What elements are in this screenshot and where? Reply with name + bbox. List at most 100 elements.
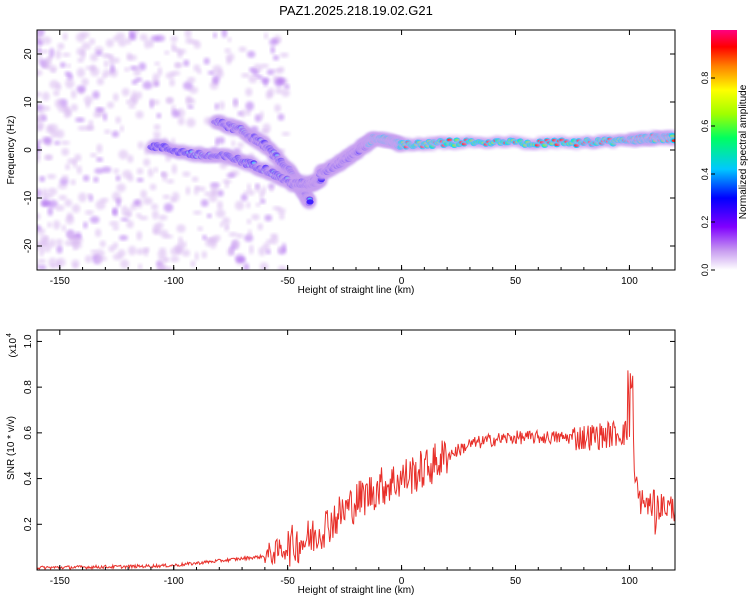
spectrogram-noise-blob	[64, 71, 72, 77]
spectrogram-noise-blob	[227, 37, 232, 43]
y-tick-label: 0.2	[23, 517, 34, 531]
y-tick-label: 20	[23, 48, 34, 60]
spectrogram-noise-blob	[238, 46, 247, 53]
spectrogram-noise-blob	[54, 140, 61, 146]
spectrogram-noise-blob	[270, 45, 276, 54]
spectrogram-noise-blob	[99, 240, 106, 248]
spectrogram-noise-blob	[61, 52, 71, 57]
colorbar: 0.0 0.2 0.4 0.6 0.8 Normalized spectral ampl…	[700, 30, 749, 276]
spectrogram-noise-blob	[95, 50, 103, 56]
spectrogram-noise-blob	[47, 206, 53, 216]
spectrogram-noise-blob	[217, 136, 225, 145]
spectrogram-noise-blob	[49, 238, 56, 248]
spectrogram-noise-blob	[143, 39, 152, 49]
spectrogram-noise-blob	[127, 54, 137, 61]
spectrogram-noise-blob	[277, 113, 285, 121]
spectrogram-noise-blob	[37, 224, 42, 231]
y-tick-label: 10	[23, 96, 34, 108]
spectrogram-noise-blob	[77, 57, 84, 63]
spectrogram-noise-blob	[121, 205, 128, 216]
spectrogram-noise-blob	[197, 69, 202, 75]
spectrogram-noise-blob	[81, 78, 89, 86]
spectrogram-noise-blob	[76, 85, 86, 93]
spectrogram-noise-blob	[277, 265, 287, 270]
spectrogram-noise-blob	[37, 258, 47, 264]
spectrogram-noise-blob	[241, 109, 246, 118]
spectrogram-noise-blob	[152, 228, 163, 235]
spectrogram-noise-blob	[186, 117, 196, 128]
spectrogram-noise-blob	[95, 199, 106, 210]
spectrogram-noise-blob	[62, 32, 68, 41]
spectrogram-noise-blob	[66, 212, 73, 221]
spectrogram-noise-blob	[63, 108, 71, 119]
y-tick-label: -10	[23, 190, 34, 205]
spectrogram-noise-blob	[279, 52, 289, 58]
spectrogram-noise-blob	[76, 165, 82, 175]
spectrogram-noise-blob	[78, 192, 87, 203]
spectrogram-noise-blob	[136, 213, 142, 218]
spectrogram-noise-blob	[38, 246, 47, 253]
snr-yscale-base: (x10	[8, 338, 19, 358]
spectrogram-noise-blob	[272, 205, 282, 211]
spectrogram-noise-blob	[102, 112, 108, 122]
colorbar-tick-label: 0.2	[700, 216, 710, 229]
spectrogram-noise-blob	[134, 30, 139, 35]
spectrogram-noise-blob	[143, 158, 151, 167]
x-tick-label: -150	[50, 276, 70, 287]
spectrogram-noise-blob	[154, 61, 161, 66]
spectrogram-noise-blob	[65, 78, 75, 89]
spectrogram-noise-blob	[284, 84, 290, 90]
spectrogram-noise-blob	[149, 183, 157, 191]
spectrogram-noise-blob	[248, 75, 258, 84]
spectrogram-noise-blob	[236, 233, 244, 239]
spectrogram-noise-blob	[245, 101, 254, 111]
spectrogram-noise-blob	[219, 101, 225, 110]
spectrogram-noise-blob	[37, 188, 42, 198]
spectrogram-noise-blob	[221, 30, 228, 38]
spectrogram-noise-blob	[246, 218, 252, 225]
spectrogram-noise-blob	[212, 75, 220, 85]
spectrogram-noise-blob	[37, 47, 42, 53]
spectrogram-noise-blob	[226, 57, 232, 65]
spectrogram-noise-blob	[101, 166, 112, 173]
spectrogram-noise-blob	[170, 197, 176, 203]
spectrogram-noise-blob	[72, 158, 78, 169]
spectrogram-noise-blob	[96, 77, 105, 86]
spectrogram-noise-blob	[183, 59, 190, 67]
spectrogram-noise-blob	[274, 104, 282, 113]
spectrogram-noise-blob	[157, 251, 167, 257]
spectrogram-noise-blob	[231, 140, 236, 147]
spectrogram-noise-blob	[76, 47, 86, 56]
spectrogram-noise-blob	[76, 67, 86, 78]
spectrogram-noise-blob	[140, 189, 148, 199]
spectrogram-noise-blob	[266, 238, 274, 244]
spectrogram-noise-blob	[174, 61, 181, 69]
spectrogram-noise-blob	[171, 109, 180, 118]
figure-title: PAZ1.2025.218.19.02.G21	[279, 3, 433, 18]
spectrogram-noise-blob	[281, 131, 291, 136]
spectrogram-noise-blob	[157, 66, 163, 77]
spectrogram-xlabel: Height of straight line (km)	[298, 285, 415, 296]
spectrogram-noise-blob	[152, 72, 160, 83]
y-tick-label: 0.4	[23, 471, 34, 485]
spectrogram-noise-blob	[157, 255, 168, 263]
spectrogram-noise-blob	[134, 77, 143, 82]
spectrogram-noise-blob	[164, 50, 170, 55]
spectrogram-noise-blob	[45, 243, 51, 253]
spectrogram-noise-blob	[72, 241, 83, 249]
spectrogram-noise-blob	[112, 93, 119, 102]
spectrogram-noise-blob	[222, 217, 231, 226]
x-tick-label: -100	[164, 276, 184, 287]
spectrogram-noise-blob	[81, 42, 92, 50]
spectrogram-noise-blob	[115, 175, 121, 182]
spectrogram-image	[37, 30, 675, 270]
spectrogram-noise-blob	[233, 99, 238, 109]
spectrogram-noise-blob	[48, 199, 58, 209]
snr-ylabel: SNR (10 * v/v)	[6, 416, 17, 480]
spectrogram-noise-blob	[157, 266, 167, 270]
x-tick-label: -100	[164, 576, 184, 587]
spectrogram-noise-blob	[116, 183, 126, 192]
spectrogram-noise-blob	[38, 264, 47, 270]
spectrogram-noise-blob	[43, 136, 53, 145]
